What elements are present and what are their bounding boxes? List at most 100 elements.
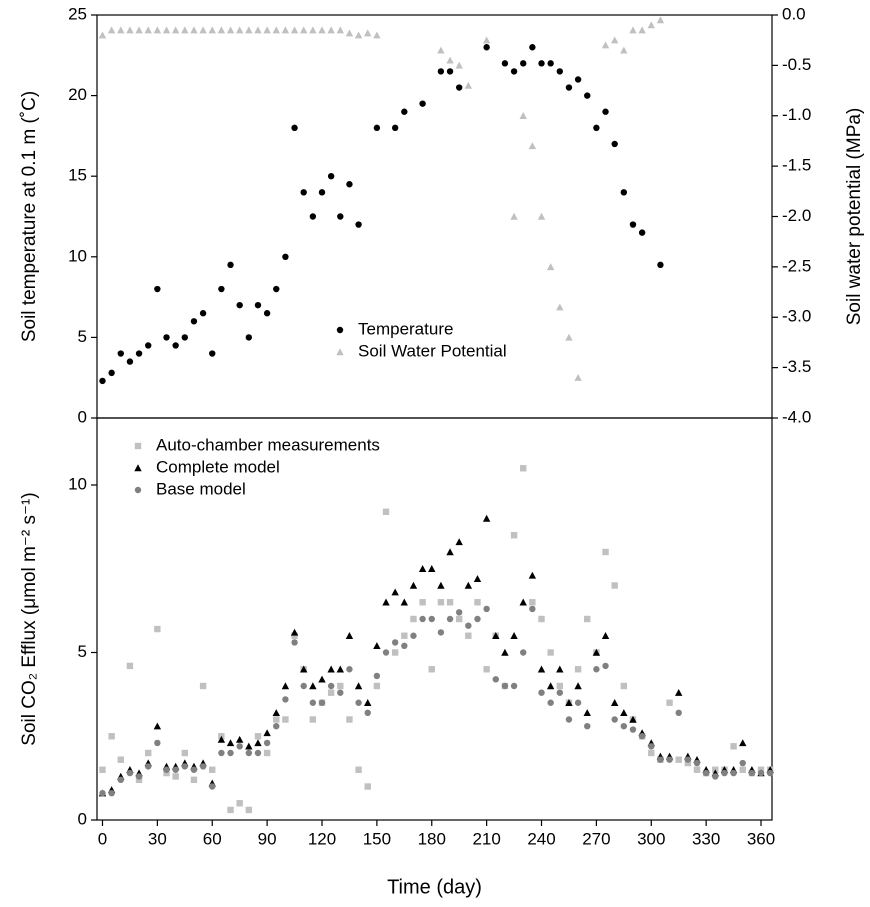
marker	[126, 358, 134, 365]
marker	[153, 722, 162, 730]
marker	[446, 56, 454, 64]
marker	[154, 625, 161, 633]
marker	[602, 662, 609, 670]
marker	[154, 285, 161, 293]
marker	[547, 60, 554, 67]
marker	[538, 60, 545, 67]
marker	[181, 749, 189, 757]
marker	[574, 699, 582, 706]
marker	[236, 743, 243, 750]
y2-tick-label: -1.5	[782, 156, 811, 175]
marker	[400, 598, 409, 606]
marker	[584, 615, 591, 623]
marker	[638, 26, 646, 34]
marker	[437, 46, 445, 54]
marker	[712, 773, 719, 780]
marker	[584, 92, 591, 99]
marker	[117, 776, 124, 783]
marker	[620, 709, 628, 716]
marker	[419, 615, 426, 623]
marker	[455, 538, 463, 546]
marker	[602, 548, 609, 556]
marker	[107, 26, 116, 34]
marker	[117, 756, 124, 763]
marker	[318, 675, 326, 683]
marker	[611, 582, 618, 589]
marker	[592, 648, 601, 656]
marker	[428, 565, 436, 572]
marker	[556, 682, 564, 690]
marker	[519, 598, 527, 606]
marker	[227, 749, 234, 757]
marker	[236, 301, 243, 309]
marker	[620, 189, 628, 196]
marker	[565, 716, 573, 723]
legend-marker	[134, 442, 142, 450]
marker	[282, 716, 289, 723]
marker	[428, 615, 435, 623]
marker	[345, 29, 354, 37]
marker	[346, 666, 353, 673]
marker	[629, 26, 637, 34]
marker	[318, 189, 326, 196]
marker	[464, 81, 473, 89]
marker	[675, 689, 683, 696]
marker	[492, 632, 500, 639]
marker	[437, 599, 445, 606]
marker	[529, 599, 536, 606]
marker	[382, 598, 390, 606]
marker	[345, 632, 354, 639]
marker	[391, 124, 399, 132]
marker	[446, 599, 454, 606]
marker	[601, 632, 610, 639]
marker	[209, 783, 216, 790]
marker	[272, 26, 280, 34]
marker	[482, 36, 491, 44]
y2-tick-label: -2.5	[782, 256, 811, 275]
legend-label: Temperature	[358, 319, 453, 338]
marker	[519, 112, 527, 119]
marker	[190, 776, 198, 783]
marker	[593, 666, 600, 673]
plot-frame	[96, 417, 773, 821]
marker	[217, 26, 226, 34]
marker	[354, 31, 363, 39]
marker	[730, 743, 737, 750]
marker	[702, 769, 710, 777]
marker	[657, 261, 664, 269]
marker	[556, 68, 564, 75]
marker	[556, 665, 564, 673]
marker	[766, 769, 774, 777]
marker	[235, 735, 244, 743]
marker	[355, 221, 362, 228]
marker	[245, 334, 253, 341]
marker	[501, 682, 509, 690]
marker	[474, 599, 481, 606]
marker	[162, 26, 171, 34]
marker	[163, 766, 170, 773]
y-tick-label: 5	[78, 642, 87, 661]
marker	[291, 632, 298, 639]
marker	[273, 716, 280, 723]
marker	[465, 632, 472, 639]
marker	[181, 334, 189, 341]
marker	[455, 615, 463, 623]
marker	[145, 763, 152, 770]
x-tick-label: 150	[363, 829, 391, 848]
marker	[437, 68, 445, 75]
marker	[263, 26, 271, 34]
marker	[171, 26, 180, 34]
marker	[547, 649, 554, 656]
marker	[474, 615, 481, 623]
marker	[327, 682, 335, 690]
marker	[336, 665, 344, 673]
marker	[373, 31, 381, 39]
marker	[437, 629, 445, 636]
marker	[473, 575, 482, 582]
marker	[263, 749, 271, 757]
marker	[117, 26, 125, 34]
marker	[382, 508, 390, 515]
marker	[318, 699, 326, 706]
marker	[373, 642, 381, 649]
marker	[226, 739, 235, 747]
